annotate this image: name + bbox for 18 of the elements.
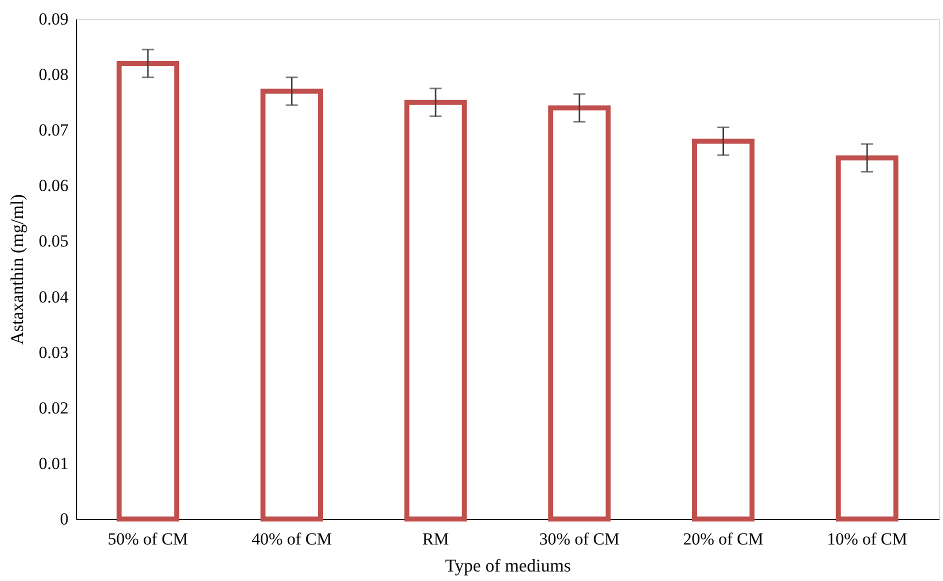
x-tick-label: 50% of CM [108,530,188,548]
x-tick-label: 30% of CM [539,530,620,548]
y-tick-label: 0.06 [38,176,68,196]
y-tick-label: 0.02 [38,398,68,418]
y-tick-label: 0.09 [38,10,68,28]
y-axis-title: Astaxanthin (mg/ml) [6,194,27,345]
y-tick-label: 0.04 [38,287,69,306]
y-tick-label: 0.07 [38,120,69,140]
x-axis-title: Type of mediums [445,556,571,576]
x-tick-label: 10% of CM [826,530,908,548]
y-tick-label: 0.08 [38,65,68,84]
y-tick-label: 0.03 [38,342,68,362]
y-tick-label: 0 [60,510,68,528]
y-tick-label: 0.01 [38,454,68,473]
x-tick-label: 40% of CM [252,530,332,548]
x-tick-label: 20% of CM [683,530,764,548]
y-tick-label: 0.05 [38,232,68,251]
x-tick-label: RM [422,530,449,548]
